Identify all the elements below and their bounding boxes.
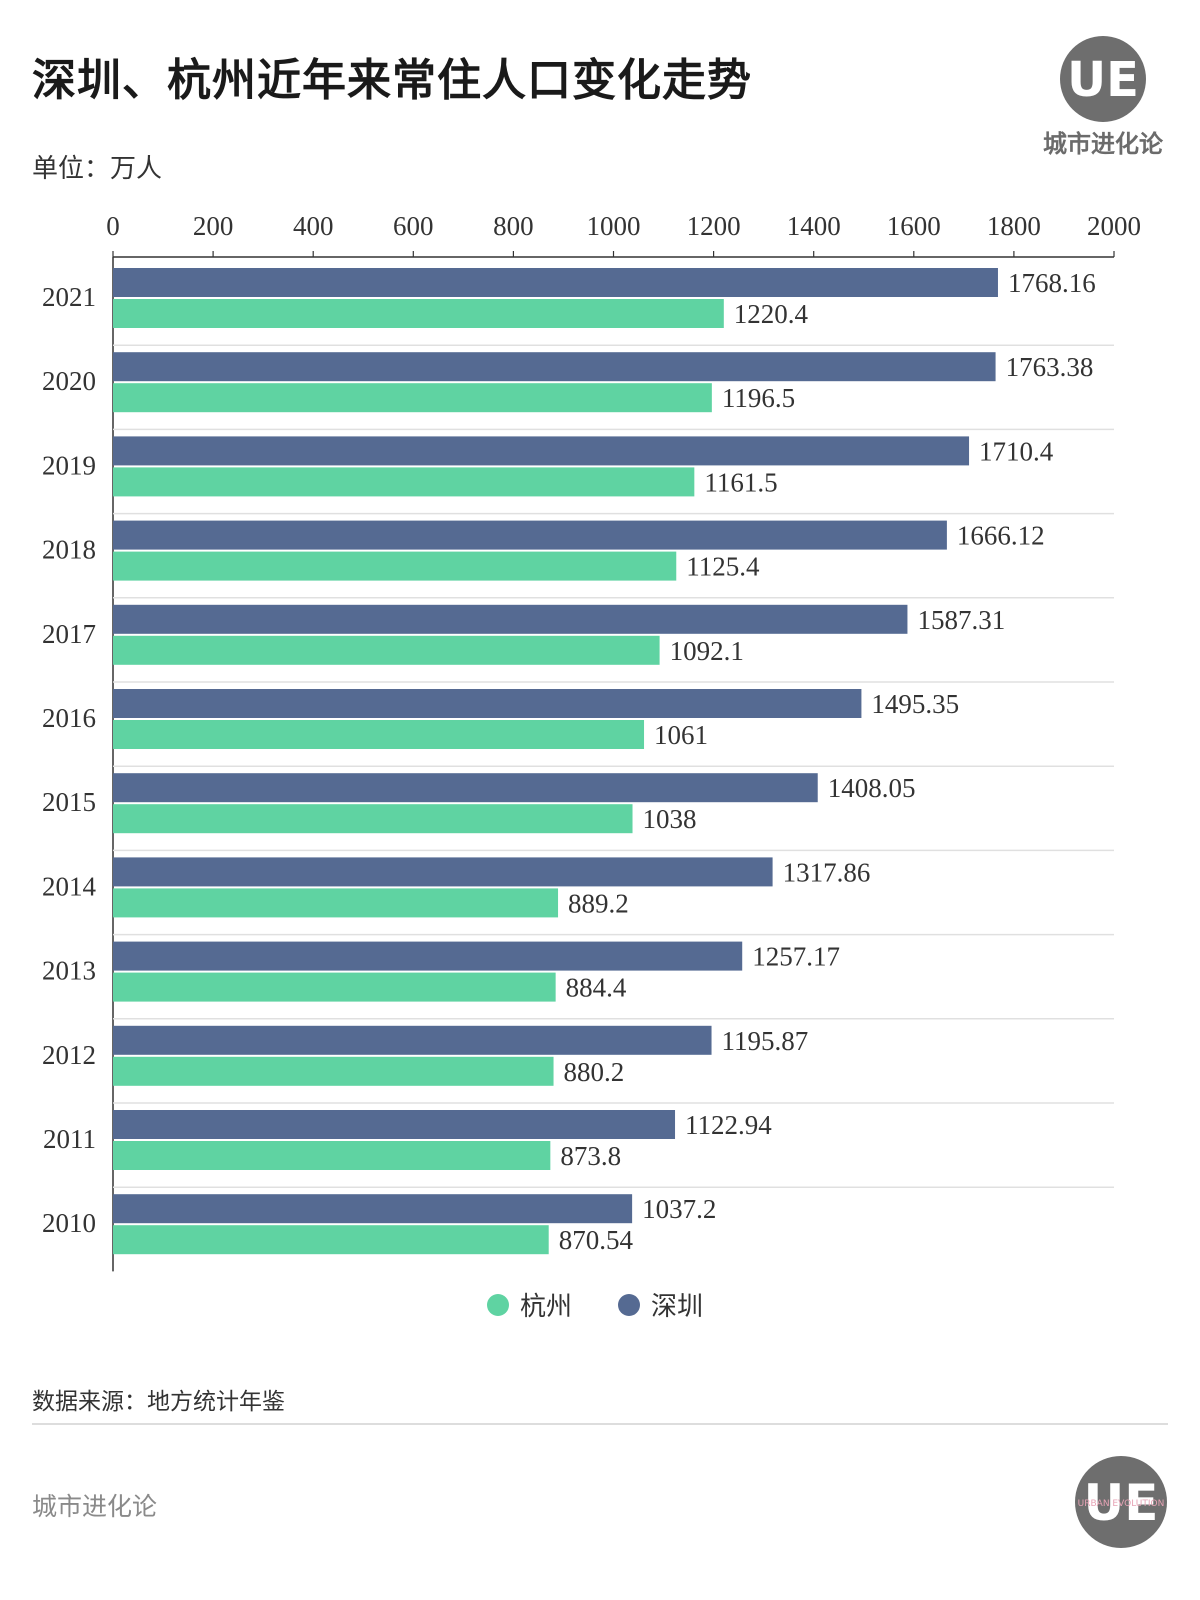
bar-hangzhou (113, 888, 559, 918)
category-label: 2013 (42, 956, 96, 986)
footer-logo-letters: UE (1084, 1474, 1159, 1532)
bar-hangzhou (113, 635, 660, 665)
bar-hangzhou (113, 383, 712, 413)
data-label-hangzhou: 1220.4 (734, 299, 809, 329)
data-label-hangzhou: 1038 (643, 804, 697, 834)
legend-marker-shenzhen (618, 1294, 640, 1316)
urban-evolution-logo: UE (1060, 36, 1146, 122)
bar-shenzhen (113, 857, 773, 887)
data-label-shenzhen: 1587.31 (917, 605, 1005, 635)
data-label-hangzhou: 1125.4 (686, 552, 760, 582)
footer-divider (32, 1423, 1168, 1425)
logo-letters: UE (1067, 52, 1139, 108)
bar-shenzhen (113, 352, 996, 382)
bar-shenzhen (113, 773, 818, 803)
data-label-shenzhen: 1317.86 (783, 857, 871, 887)
data-label-shenzhen: 1122.94 (685, 1110, 772, 1140)
data-source: 数据来源：地方统计年鉴 (32, 1389, 285, 1415)
x-tick-label: 1800 (987, 211, 1041, 241)
x-tick-label: 1600 (887, 211, 941, 241)
bar-shenzhen (113, 1110, 676, 1139)
category-label: 2015 (42, 787, 96, 817)
data-label-shenzhen: 1666.12 (957, 521, 1045, 551)
bar-hangzhou (113, 804, 633, 834)
data-label-hangzhou: 1092.1 (670, 636, 744, 666)
bar-shenzhen (113, 604, 908, 634)
bar-hangzhou (113, 1225, 549, 1255)
category-label: 2017 (42, 619, 96, 649)
brand-name-top: 城市进化论 (1043, 130, 1163, 158)
footer-logo-circle (1075, 1456, 1167, 1548)
data-label-hangzhou: 870.54 (559, 1225, 634, 1255)
footer-brand-name: 城市进化论 (32, 1492, 158, 1521)
x-tick-label: 2000 (1087, 211, 1141, 241)
bar-hangzhou (113, 299, 724, 328)
chart-title: 深圳、杭州近年来常住人口变化走势 (32, 55, 752, 106)
legend-label-shenzhen: 深圳 (651, 1292, 703, 1322)
bar-shenzhen (113, 268, 998, 297)
data-label-shenzhen: 1710.4 (979, 436, 1054, 466)
category-label: 2019 (42, 450, 96, 480)
x-tick-label: 1200 (687, 211, 741, 241)
category-label: 2021 (42, 282, 96, 312)
logo-circle (1060, 36, 1146, 122)
population-bar-chart: 0 200 400 600 800 1000 1200 1400 1600 1800 2000 202… (42, 211, 1141, 1322)
bar-shenzhen (113, 520, 947, 550)
bar-shenzhen (113, 689, 862, 718)
data-label-hangzhou: 1061 (654, 720, 708, 750)
category-label: 2012 (42, 1040, 96, 1070)
x-tick-label: 400 (293, 211, 334, 241)
bar-hangzhou (113, 551, 677, 581)
x-tick-label: 1000 (587, 211, 641, 241)
legend-marker-hangzhou (487, 1294, 509, 1316)
data-label-hangzhou: 873.8 (560, 1141, 621, 1171)
data-label-shenzhen: 1257.17 (752, 942, 840, 972)
data-label-shenzhen: 1195.87 (722, 1026, 809, 1056)
data-label-hangzhou: 880.2 (564, 1057, 625, 1087)
data-label-hangzhou: 884.4 (566, 973, 627, 1003)
data-label-shenzhen: 1768.16 (1008, 268, 1096, 298)
data-label-shenzhen: 1408.05 (828, 773, 916, 803)
x-tick-label: 800 (493, 211, 534, 241)
legend-label-hangzhou: 杭州 (520, 1292, 572, 1322)
bar-hangzhou (113, 720, 645, 749)
bar-hangzhou (113, 467, 695, 497)
unit-label: 单位：万人 (32, 154, 163, 184)
bar-shenzhen (113, 436, 970, 466)
bar-shenzhen (113, 1025, 712, 1055)
data-label-hangzhou: 1161.5 (704, 467, 777, 497)
footer-logo-small-text: URBAN EVOLUTION (1078, 1499, 1165, 1509)
x-tick-label: 0 (106, 211, 120, 241)
bar-hangzhou (113, 972, 556, 1002)
bar-hangzhou (113, 1141, 551, 1170)
category-label: 2010 (42, 1208, 96, 1238)
category-label: 2016 (42, 703, 96, 733)
category-label: 2020 (42, 366, 96, 396)
bar-shenzhen (113, 941, 743, 971)
category-label: 2011 (43, 1124, 96, 1154)
x-tick-label: 1400 (787, 211, 841, 241)
category-label: 2018 (42, 535, 96, 565)
data-label-shenzhen: 1763.38 (1006, 352, 1094, 382)
footer-logo: UE URBAN EVOLUTION (1075, 1456, 1167, 1548)
data-label-shenzhen: 1037.2 (642, 1194, 716, 1224)
category-label: 2014 (42, 871, 97, 901)
bar-shenzhen (113, 1194, 633, 1224)
x-tick-label: 200 (193, 211, 234, 241)
x-tick-label: 600 (393, 211, 434, 241)
data-label-hangzhou: 889.2 (568, 888, 629, 918)
bar-hangzhou (113, 1056, 554, 1086)
data-label-shenzhen: 1495.35 (871, 689, 959, 719)
data-label-hangzhou: 1196.5 (722, 383, 795, 413)
